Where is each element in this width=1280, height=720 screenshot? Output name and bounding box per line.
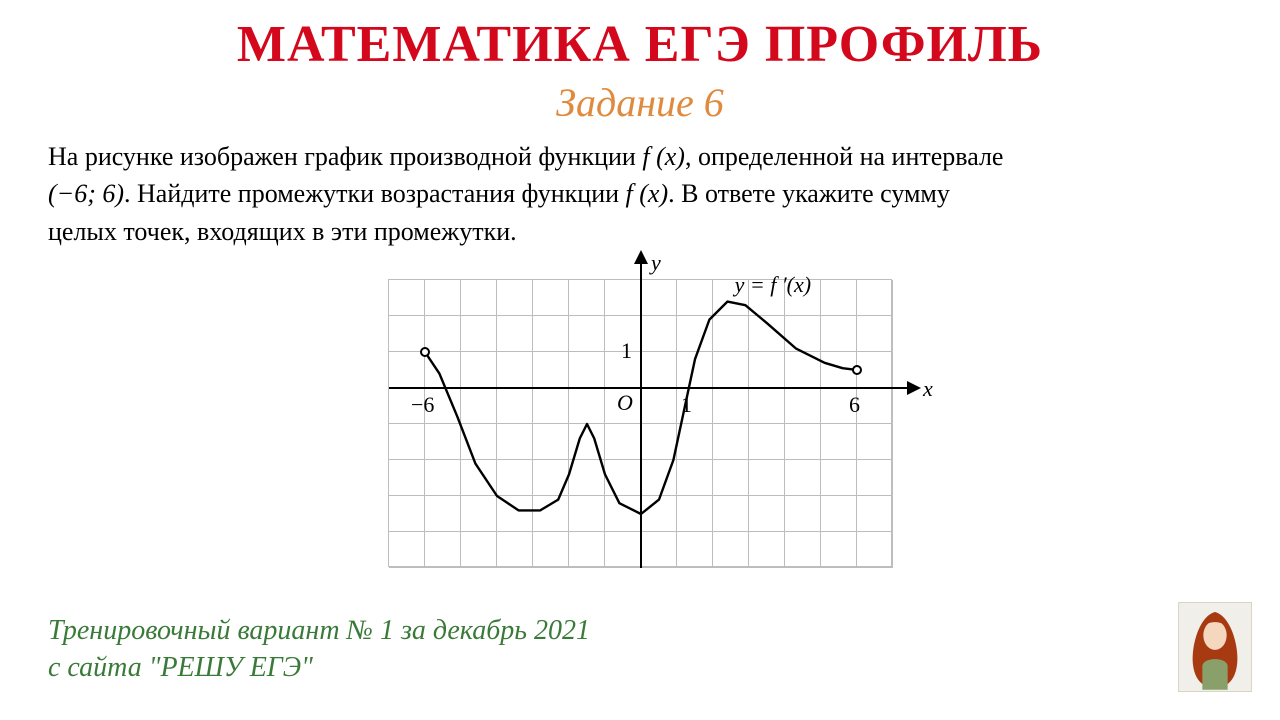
x-tick-label: −6: [411, 392, 434, 418]
problem-part: целых точек, входящих в эти промежутки.: [48, 217, 517, 246]
open-endpoint-icon: [852, 365, 862, 375]
math-interval: (−6; 6): [48, 179, 124, 208]
x-axis-arrow-icon: [907, 381, 921, 395]
chart: yxOy = f ′(x)16−61: [388, 279, 892, 567]
x-tick-label: 1: [681, 392, 692, 418]
open-endpoint-icon: [420, 347, 430, 357]
footer-note: Тренировочный вариант № 1 за декабрь 202…: [48, 613, 590, 686]
problem-part: На рисунке изображен график производной …: [48, 142, 642, 171]
x-tick-label: 6: [849, 392, 860, 418]
footer-line: с сайта "РЕШУ ЕГЭ": [48, 650, 590, 686]
curve-label: y = f ′(x): [735, 272, 811, 298]
origin-label: O: [617, 390, 633, 416]
problem-part: . В ответе укажите сумму: [668, 179, 950, 208]
avatar-icon: [1178, 602, 1252, 692]
math-fx: f (x): [642, 142, 685, 171]
y-tick-label: 1: [621, 338, 632, 364]
derivative-curve: [389, 280, 893, 568]
chart-container: yxOy = f ′(x)16−61: [48, 279, 1232, 567]
chart-grid: yxOy = f ′(x)16−61: [388, 279, 892, 567]
main-title: МАТЕМАТИКА ЕГЭ ПРОФИЛЬ: [48, 18, 1232, 73]
math-fx: f (x): [626, 179, 669, 208]
problem-part: . Найдите промежутки возрастания функции: [124, 179, 626, 208]
x-axis-label: x: [923, 376, 933, 402]
page: МАТЕМАТИКА ЕГЭ ПРОФИЛЬ Задание 6 На рису…: [0, 0, 1280, 720]
y-axis-arrow-icon: [634, 250, 648, 264]
subtitle: Задание 6: [48, 79, 1232, 126]
y-axis-label: y: [651, 250, 661, 276]
problem-text: На рисунке изображен график производной …: [48, 138, 1232, 251]
footer-line: Тренировочный вариант № 1 за декабрь 202…: [48, 613, 590, 649]
problem-part: , определенной на интервале: [685, 142, 1004, 171]
